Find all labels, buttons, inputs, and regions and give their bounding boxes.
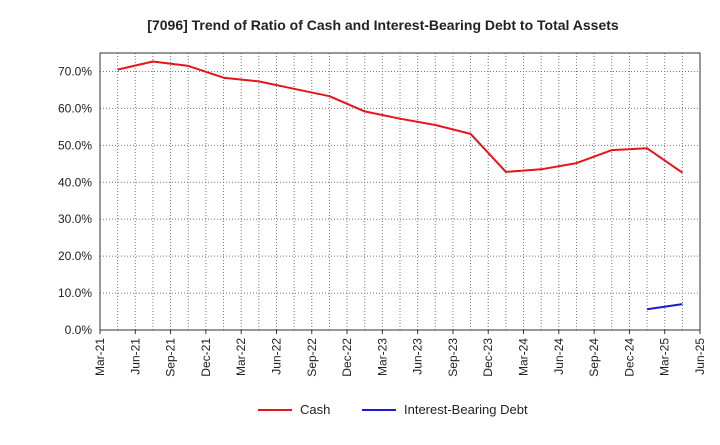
x-tick-label: Jun-24 [552,338,566,375]
series-line-interest-bearing-debt [646,303,683,311]
x-tick-label: Dec-21 [199,338,213,377]
x-tick-label: Sep-24 [587,338,601,377]
x-tick-label: Jun-22 [269,338,283,375]
y-tick-label: 30.0% [58,212,92,226]
plot-frame [99,52,701,331]
axes: 0.0% 10.0% 20.0% 30.0% 40.0% 50.0% 60.0% 70.0% M… [58,52,707,377]
legend-label: Cash [300,402,330,417]
x-tick-label: Jun-25 [693,338,707,375]
x-tick-label: Mar-23 [375,338,389,376]
x-tick-label: Jun-23 [411,338,425,375]
y-tick-label: 20.0% [58,249,92,263]
y-tick-label: 10.0% [58,286,92,300]
legend-label: Interest-Bearing Debt [404,402,528,417]
y-tick-label: 50.0% [58,138,92,152]
chart-title: [7096] Trend of Ratio of Cash and Intere… [147,17,619,33]
x-tick-label: Dec-23 [481,338,495,377]
legend: Cash Interest-Bearing Debt [258,402,528,417]
x-tick-label: Mar-22 [234,338,248,376]
x-tick-label: Mar-21 [93,338,107,376]
x-tick-label: Dec-22 [340,338,354,377]
x-tick-label: Sep-22 [305,338,319,377]
x-tick-label: Dec-24 [622,338,636,377]
x-tick-label: Jun-21 [128,338,142,375]
y-tick-label: 0.0% [65,323,93,337]
grid [100,53,700,330]
series [117,60,683,311]
series-line-cash [117,60,683,174]
x-tick-label: Sep-23 [446,338,460,377]
y-tick-label: 60.0% [58,101,92,115]
x-tick-label: Sep-21 [164,338,178,377]
y-tick-label: 40.0% [58,175,92,189]
x-tick-label: Mar-24 [517,338,531,376]
x-tick-label: Mar-25 [658,338,672,376]
y-tick-label: 70.0% [58,64,92,78]
